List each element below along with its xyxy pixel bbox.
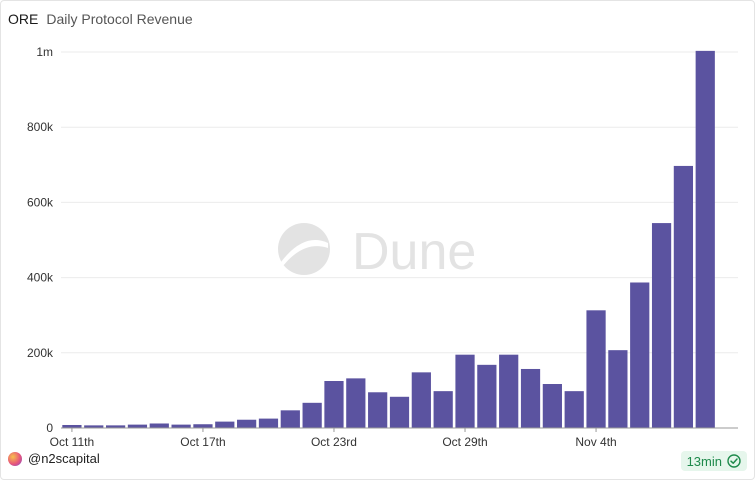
bar[interactable] — [280, 410, 300, 428]
bar[interactable] — [411, 372, 431, 428]
y-tick-label: 600k — [27, 195, 54, 209]
bar[interactable] — [302, 402, 322, 428]
chart-header: ORE Daily Protocol Revenue — [8, 10, 193, 28]
y-tick-label: 800k — [27, 120, 54, 134]
bar[interactable] — [389, 396, 410, 428]
bar[interactable] — [564, 391, 584, 428]
bar[interactable] — [149, 423, 169, 428]
bar[interactable] — [215, 421, 235, 428]
bar[interactable] — [673, 165, 694, 428]
check-circle-icon — [727, 454, 741, 468]
y-tick-label: 0 — [46, 421, 53, 435]
bar[interactable] — [258, 418, 279, 428]
bar[interactable] — [477, 364, 497, 428]
y-tick-label: 1m — [36, 45, 53, 59]
bar[interactable] — [368, 392, 388, 428]
x-tick-label: Oct 11th — [50, 435, 94, 449]
bar[interactable] — [433, 391, 453, 428]
bar[interactable] — [127, 424, 148, 428]
y-axis: 0 200k 400k 600k 800k 1m — [27, 45, 54, 435]
bar[interactable] — [542, 384, 562, 428]
bar[interactable] — [608, 350, 628, 428]
author-handle[interactable]: @n2scapital — [28, 451, 100, 466]
watermark-text: Dune — [352, 223, 476, 281]
bar[interactable] — [84, 425, 104, 428]
y-tick-label: 400k — [27, 271, 54, 285]
y-tick-label: 200k — [27, 346, 54, 360]
bar[interactable] — [237, 419, 257, 428]
bar[interactable] — [695, 50, 715, 429]
bar[interactable] — [586, 310, 606, 428]
bar[interactable] — [520, 368, 541, 428]
dune-logo-icon — [278, 223, 330, 275]
project-name[interactable]: ORE — [8, 11, 39, 27]
bar[interactable] — [62, 424, 82, 428]
x-tick-label: Oct 23rd — [311, 435, 357, 449]
bar-series — [62, 50, 715, 429]
bar[interactable] — [346, 378, 366, 428]
bar[interactable] — [171, 424, 191, 428]
bar[interactable] — [105, 425, 126, 428]
bar[interactable] — [499, 354, 519, 428]
avatar — [8, 451, 22, 466]
bar[interactable] — [651, 223, 672, 428]
refresh-badge[interactable]: 13min — [680, 451, 747, 471]
chart-title: Daily Protocol Revenue — [46, 11, 193, 27]
dune-watermark: Dune — [278, 223, 476, 281]
bar[interactable] — [630, 282, 650, 428]
x-axis: Oct 11th Oct 17th Oct 23rd Oct 29th Nov 4th — [50, 427, 738, 449]
bar[interactable] — [455, 354, 475, 428]
x-tick-label: Oct 29th — [442, 435, 487, 449]
bar[interactable] — [193, 424, 213, 428]
refresh-time: 13min — [686, 453, 722, 469]
bar[interactable] — [324, 381, 344, 428]
x-tick-label: Nov 4th — [575, 435, 616, 449]
x-tick-label: Oct 17th — [180, 435, 225, 449]
footer-author[interactable]: @n2scapital — [8, 451, 100, 466]
